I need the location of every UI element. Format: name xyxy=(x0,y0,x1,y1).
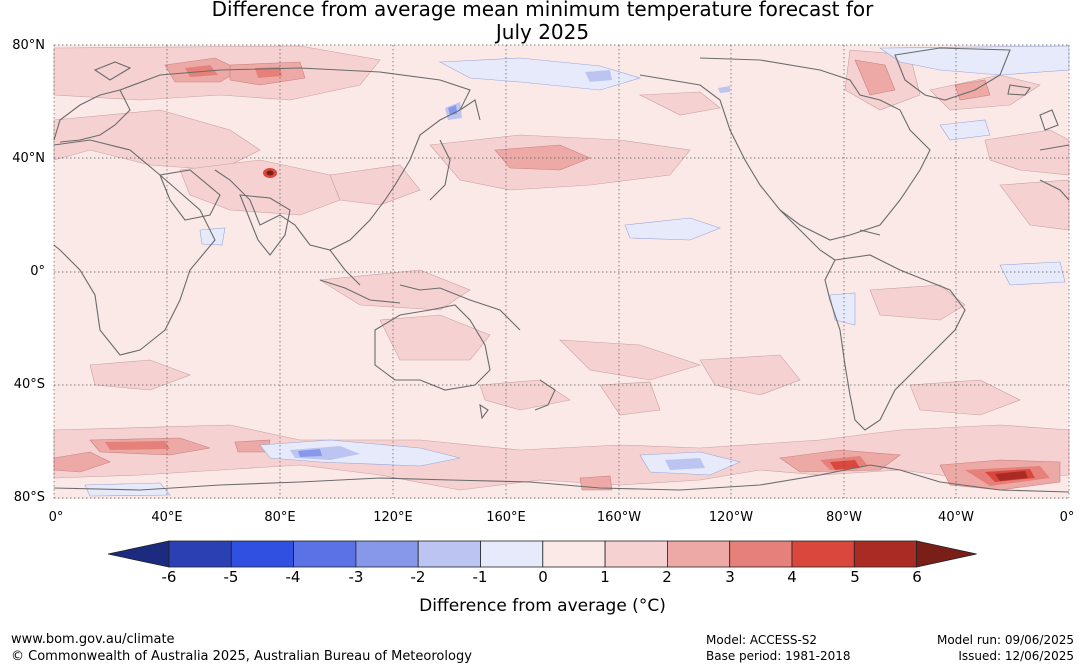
colorbar-tick: -1 xyxy=(472,568,488,586)
colorbar-segment xyxy=(230,540,295,568)
lon-label-40w: 40°W xyxy=(938,510,974,525)
colorbar-label: Difference from average (°C) xyxy=(0,596,1085,616)
colorbar-segment xyxy=(542,540,606,568)
colorbar-segment xyxy=(168,540,232,568)
colorbar-segment xyxy=(604,540,668,568)
lat-label-80s: 80°S xyxy=(13,490,45,505)
colorbar-label-unit: °C xyxy=(638,596,660,616)
lon-label-0-west: 0° xyxy=(48,510,64,525)
map-title: Difference from average mean minimum tem… xyxy=(211,0,874,21)
colorbar xyxy=(107,540,977,568)
lon-label-120e: 120°E xyxy=(373,510,413,525)
colorbar-tick: 2 xyxy=(662,568,672,586)
footer-model: Model: ACCESS-S2 xyxy=(706,633,818,647)
lon-label-80w: 80°W xyxy=(826,510,862,525)
footer-model-run: Model run: 09/06/2025 xyxy=(936,633,1074,647)
colorbar-segment xyxy=(480,540,544,568)
footer-base-period: Base period: 1981-2018 xyxy=(706,649,851,663)
anomaly-5-6-regions xyxy=(266,170,1028,481)
colorbar-label-text: Difference from average ( xyxy=(419,596,639,616)
lat-label-40n: 40°N xyxy=(12,151,45,166)
lat-label-equator: 0° xyxy=(30,264,45,279)
colorbar-tick: 3 xyxy=(725,568,735,586)
lon-label-80e: 80°E xyxy=(264,510,296,525)
colorbar-extend-high xyxy=(916,540,977,568)
colorbar-tick: -3 xyxy=(348,568,364,586)
colorbar-extend-low xyxy=(107,540,170,568)
colorbar-segment xyxy=(417,540,481,568)
lon-label-160w: 160°W xyxy=(596,510,642,525)
colorbar-tick: 4 xyxy=(787,568,797,586)
colorbar-tick: 6 xyxy=(912,568,922,586)
colorbar-tick: -5 xyxy=(223,568,239,586)
lon-label-160e: 160°E xyxy=(486,510,526,525)
lat-label-80n: 80°N xyxy=(12,38,45,53)
coastlines xyxy=(53,47,1070,493)
colorbar-segment xyxy=(791,540,855,568)
map-title-month: July 2025 xyxy=(495,20,590,44)
colorbar-tick: -6 xyxy=(161,568,177,586)
lon-label-0-east: 0° xyxy=(1059,510,1075,525)
colorbar-segment xyxy=(355,540,419,568)
colorbar-tick: 5 xyxy=(850,568,860,586)
colorbar-segment xyxy=(853,540,917,568)
lat-label-40s: 40°S xyxy=(13,377,45,392)
lon-label-40e: 40°E xyxy=(151,510,183,525)
footer-issued: Issued: 12/06/2025 xyxy=(958,649,1074,663)
colorbar-tick: 0 xyxy=(538,568,548,586)
colorbar-tick: -2 xyxy=(410,568,426,586)
footer-copyright: © Commonwealth of Australia 2025, Austra… xyxy=(11,649,472,664)
colorbar-segment xyxy=(729,540,793,568)
colorbar-tick: 1 xyxy=(600,568,610,586)
colorbar-tick: -4 xyxy=(285,568,301,586)
colorbar-segment xyxy=(667,540,731,568)
footer-website: www.bom.gov.au/climate xyxy=(11,632,175,647)
colorbar-label-close: ) xyxy=(659,596,666,616)
colorbar-segment xyxy=(293,540,357,568)
graticule xyxy=(53,44,1070,499)
lon-label-120w: 120°W xyxy=(708,510,754,525)
